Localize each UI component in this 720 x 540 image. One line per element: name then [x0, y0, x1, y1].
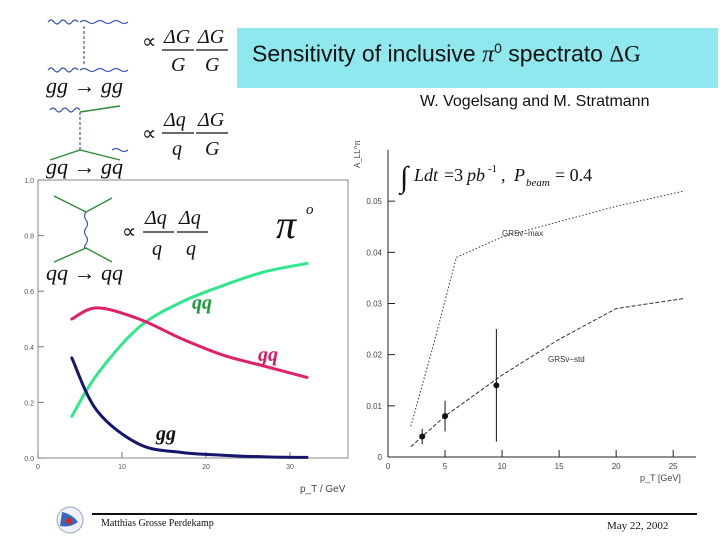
gg-num1: ΔG [163, 26, 191, 48]
formula-val: = 0.4 [555, 165, 592, 185]
formula-pb: pb [465, 165, 485, 185]
series-line-grsv-std [410, 297, 685, 448]
left-chart-series [70, 261, 309, 459]
series-line-qq [70, 261, 309, 418]
grsv-max-label: GRSv−max [502, 229, 543, 238]
gg-prop-symbol: ∝ [142, 31, 156, 53]
left-pi-label: π [276, 202, 297, 247]
left-ytick-label: 1.0 [24, 178, 34, 185]
right-xtick-label: 15 [555, 462, 564, 471]
left-ytick-label: 0.6 [24, 289, 34, 296]
right-xtick-label: 10 [498, 462, 507, 471]
right-chart-series [410, 190, 685, 448]
gq-num2: ΔG [197, 109, 225, 131]
formula-ldt: Ldt [413, 165, 439, 185]
title-banner [237, 28, 718, 88]
logo-icon [56, 506, 84, 534]
gq-den1: q [172, 138, 182, 160]
diagram-gg: ∝ ΔG G ΔG G gg → gg [40, 14, 230, 98]
gg-den2: G [205, 54, 220, 76]
diagram-gq: ∝ Δq q ΔG G gq → gq [40, 100, 230, 179]
footer-author: Matthias Grosse Perdekamp [101, 518, 214, 529]
gq-prop-symbol: ∝ [142, 123, 156, 145]
gq-reaction: gq → gq [46, 154, 123, 179]
data-point [419, 433, 426, 440]
gg-den1: G [171, 54, 186, 76]
quark-diagram-qq-icon [53, 195, 113, 263]
left-xtick-label: 0 [36, 464, 40, 471]
diagram-qq: ∝ Δq q Δq q qq → qq [44, 184, 216, 286]
diagram-gq-panel [40, 100, 230, 178]
right-ytick-label: 0.03 [366, 300, 382, 309]
title-text-c: to [583, 40, 610, 67]
grsv-std-label: GRSv−std [548, 355, 585, 364]
data-point [493, 382, 500, 389]
left-xtick-label: 30 [286, 464, 294, 471]
right-ylabel: A_LL^π [353, 140, 362, 168]
right-formula: ∫ Ldt =3 pb -1 , P beam = 0.4 [398, 161, 592, 196]
gq-curve-label: gq [257, 344, 278, 366]
left-xlabel: p_T / GeV [300, 484, 346, 495]
right-xtick-label: 0 [386, 462, 391, 471]
title-text-b: spectra [501, 40, 584, 67]
title-pi: π [482, 41, 495, 68]
right-xtick-label: 5 [443, 462, 448, 471]
slide-title: Sensitivity of inclusive π0 spectrato ΔG [252, 40, 641, 69]
series-line-gq [70, 306, 309, 379]
left-ytick-label: 0.8 [24, 234, 34, 241]
title-text-a: Sensitivity of inclusive [252, 40, 483, 67]
formula-sup: -1 [488, 163, 497, 175]
qq-num1: Δq [144, 207, 167, 229]
gg-reaction: gg → gg [46, 73, 123, 98]
series-line-gg [70, 356, 309, 459]
right-chart: 0 0.01 0.02 0.03 0.04 0.05 0 5 10 15 20 25 A_LL^π p… [353, 140, 696, 483]
formula-eq: =3 [444, 165, 463, 185]
formula-integral: ∫ [398, 161, 410, 196]
right-xlabel: p_T [GeV] [640, 473, 681, 483]
gg-curve-label: gg [155, 423, 176, 445]
footer-date: May 22, 2002 [607, 520, 669, 532]
gq-den2: G [205, 138, 220, 160]
right-xtick-label: 20 [612, 462, 621, 471]
qq-curve-label: qq [192, 292, 212, 314]
left-ytick-label: 0.2 [24, 400, 34, 407]
footer [56, 506, 697, 534]
left-chart-axes: 0.0 0.2 0.4 0.6 0.8 1.0 0 10 20 30 [24, 178, 294, 471]
diagram-gg-panel [40, 14, 230, 96]
qq-reaction: qq → qq [46, 260, 123, 285]
right-ytick-label: 0 [378, 453, 383, 462]
qq-prop-symbol: ∝ [122, 221, 136, 243]
data-point [442, 413, 449, 420]
gq-num1: Δq [163, 109, 186, 131]
right-chart-axes: 0 0.01 0.02 0.03 0.04 0.05 0 5 10 15 20 25 [366, 150, 696, 471]
gluon-quark-diagram-gq-icon [49, 105, 129, 161]
gg-num2: ΔG [197, 26, 225, 48]
right-ytick-label: 0.02 [366, 351, 382, 360]
left-pi-sup: o [306, 202, 314, 218]
qq-num2: Δq [178, 207, 201, 229]
left-ytick-label: 0.4 [24, 345, 34, 352]
right-xtick-label: 25 [669, 462, 678, 471]
title-delta-g: ΔG [609, 41, 641, 67]
formula-comma: , [501, 165, 506, 185]
right-ytick-label: 0.01 [366, 402, 382, 411]
right-ytick-label: 0.04 [366, 248, 382, 257]
gluon-diagram-gg-icon [47, 19, 129, 73]
left-xtick-label: 20 [202, 464, 210, 471]
title-pi-sup: 0 [494, 40, 502, 56]
authors: W. Vogelsang and M. Stratmann [420, 93, 650, 110]
qq-den2: q [186, 238, 196, 260]
left-ytick-label: 0.0 [24, 456, 34, 463]
diagram-qq-panel [44, 184, 216, 286]
left-xtick-label: 10 [118, 464, 126, 471]
qq-den1: q [152, 238, 162, 260]
formula-p: P [513, 165, 525, 185]
formula-sub: beam [526, 177, 550, 189]
right-ytick-label: 0.05 [366, 197, 382, 206]
series-line-grsv-max [410, 190, 685, 427]
